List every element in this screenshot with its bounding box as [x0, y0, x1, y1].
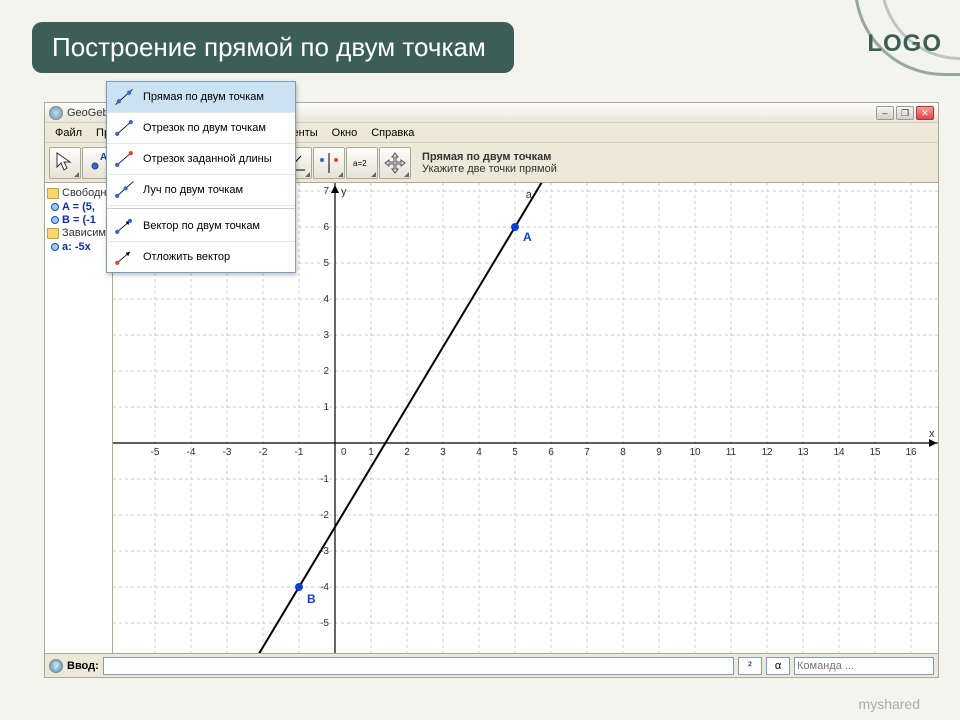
svg-text:-5: -5	[320, 618, 329, 629]
help-icon[interactable]: ?	[49, 659, 63, 673]
svg-text:10: 10	[689, 447, 701, 458]
tooltip-hint: Укажите две точки прямой	[422, 163, 557, 175]
svg-text:15: 15	[869, 447, 881, 458]
svg-text:7: 7	[584, 447, 590, 458]
dd-segment[interactable]: Отрезок по двум точкам	[107, 113, 295, 144]
svg-text:-1: -1	[295, 447, 304, 458]
svg-text:-2: -2	[259, 447, 268, 458]
svg-text:-5: -5	[151, 447, 160, 458]
svg-text:-1: -1	[320, 474, 329, 485]
svg-text:2: 2	[323, 366, 329, 377]
svg-text:5: 5	[512, 447, 518, 458]
point-bullet-icon	[51, 203, 59, 211]
svg-text:1: 1	[368, 447, 374, 458]
close-button[interactable]: ✕	[916, 106, 934, 120]
slide-title: Построение прямой по двум точкам	[32, 22, 514, 73]
tool-reflect[interactable]	[313, 147, 345, 179]
svg-text:8: 8	[620, 447, 626, 458]
dd-ray[interactable]: Луч по двум точкам	[107, 175, 295, 206]
command-picker[interactable]	[794, 657, 934, 675]
svg-text:a=2: a=2	[353, 159, 367, 168]
command-input[interactable]	[103, 657, 734, 675]
minimize-button[interactable]: –	[876, 106, 894, 120]
svg-text:4: 4	[476, 447, 482, 458]
folder-free[interactable]: Свободн	[47, 187, 110, 199]
input-bar: ? Ввод:	[45, 653, 938, 677]
svg-text:-4: -4	[187, 447, 196, 458]
tool-slider[interactable]: a=2	[346, 147, 378, 179]
algebra-view[interactable]: Свободн A = (5, B = (-1 Зависим a: -5x	[45, 183, 113, 653]
obj-a-line[interactable]: a: -5x	[51, 241, 110, 253]
svg-text:0: 0	[341, 447, 347, 458]
svg-text:4: 4	[323, 294, 329, 305]
svg-text:5: 5	[323, 258, 329, 269]
square-button[interactable]	[738, 657, 762, 675]
alpha-button[interactable]	[766, 657, 790, 675]
svg-text:7: 7	[323, 186, 329, 197]
svg-text:6: 6	[323, 222, 329, 233]
point-bullet-icon	[51, 243, 59, 251]
point-bullet-icon	[51, 216, 59, 224]
svg-text:-3: -3	[223, 447, 232, 458]
svg-text:3: 3	[323, 330, 329, 341]
svg-text:11: 11	[726, 447, 737, 458]
svg-text:3: 3	[440, 447, 446, 458]
dd-line-two-points[interactable]: Прямая по двум точкам	[107, 82, 295, 113]
svg-text:13: 13	[797, 447, 809, 458]
menu-file[interactable]: Файл	[49, 125, 88, 141]
obj-b-point[interactable]: B = (-1	[51, 214, 110, 226]
menu-window[interactable]: Окно	[326, 125, 364, 141]
folder-dep[interactable]: Зависим	[47, 227, 110, 239]
svg-text:2: 2	[404, 447, 410, 458]
logo-text: LOGO	[867, 30, 942, 58]
app-icon	[49, 106, 63, 120]
tool-move[interactable]	[49, 147, 81, 179]
svg-text:16: 16	[905, 447, 917, 458]
dropdown-separator	[107, 208, 295, 209]
svg-text:1: 1	[323, 402, 329, 413]
svg-text:y: y	[341, 186, 347, 198]
dd-segment-length[interactable]: Отрезок заданной длины	[107, 144, 295, 175]
svg-text:B: B	[307, 592, 316, 606]
tool-tooltip: Прямая по двум точкам Укажите две точки …	[422, 151, 557, 175]
svg-text:6: 6	[548, 447, 554, 458]
obj-a-point[interactable]: A = (5,	[51, 201, 110, 213]
tooltip-title: Прямая по двум точкам	[422, 151, 557, 163]
line-tool-dropdown[interactable]: Прямая по двум точкам Отрезок по двум то…	[106, 81, 296, 273]
svg-text:-2: -2	[320, 510, 329, 521]
maximize-button[interactable]: ❐	[896, 106, 914, 120]
menu-help[interactable]: Справка	[365, 125, 420, 141]
input-label: Ввод:	[67, 660, 99, 672]
svg-text:A: A	[523, 230, 532, 244]
tool-move-view[interactable]	[379, 147, 411, 179]
watermark: myshared	[859, 696, 920, 712]
svg-text:-4: -4	[320, 582, 329, 593]
svg-text:9: 9	[656, 447, 662, 458]
dd-vector-from-point[interactable]: Отложить вектор	[107, 242, 295, 272]
svg-text:x: x	[929, 428, 935, 440]
svg-text:12: 12	[761, 447, 773, 458]
dd-vector[interactable]: Вектор по двум точкам	[107, 211, 295, 242]
svg-text:14: 14	[833, 447, 845, 458]
svg-text:a: a	[526, 189, 533, 201]
